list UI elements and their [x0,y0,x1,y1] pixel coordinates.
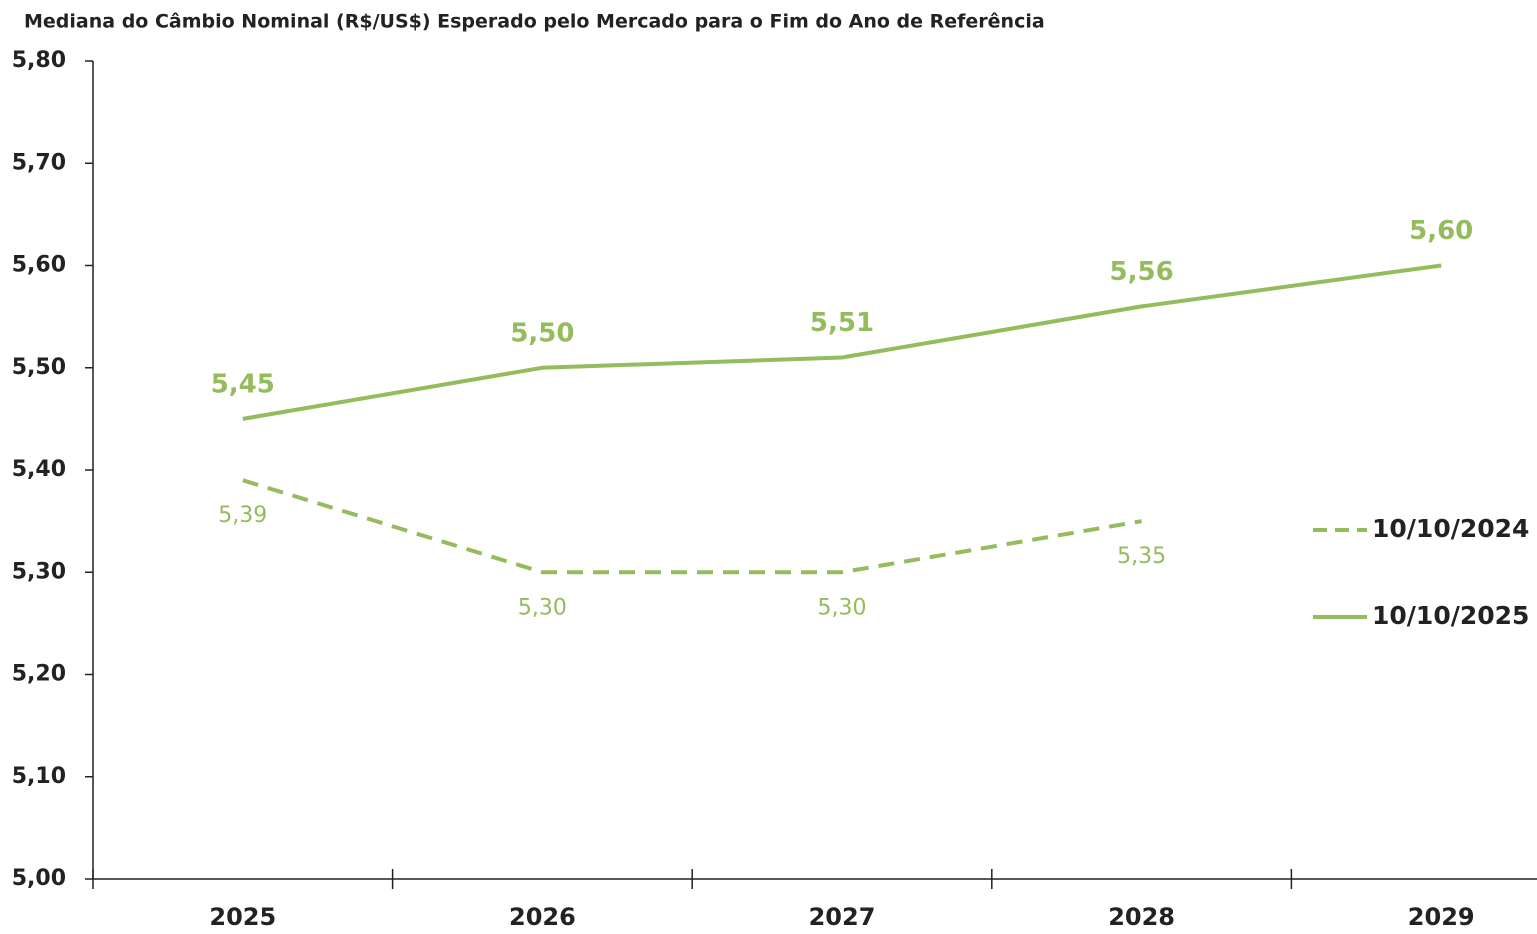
data-label: 5,60 [1409,216,1473,246]
data-label: 5,30 [518,595,567,620]
y-tick-label: 5,20 [12,662,66,687]
y-tick-label: 5,40 [12,457,66,482]
series-line [242,263,1442,421]
y-tick-label: 5,10 [12,764,66,789]
y-tick-label: 5,00 [12,866,66,891]
data-label: 5,56 [1110,257,1174,287]
data-label: 5,45 [211,369,275,399]
chart-title: Mediana do Câmbio Nominal (R$/US$) Esper… [24,11,1045,33]
y-tick-label: 5,30 [12,559,66,584]
x-tick-label: 2029 [1408,903,1475,931]
x-tick-label: 2026 [509,903,576,931]
data-label: 5,30 [818,595,867,620]
series-line [242,478,1142,575]
data-label: 5,39 [218,503,267,528]
data-label: 5,50 [510,318,574,348]
x-tick-label: 2025 [209,903,276,931]
y-tick-label: 5,60 [12,253,66,278]
y-tick-label: 5,50 [12,355,66,380]
data-label: 5,35 [1117,544,1166,569]
y-tick-label: 5,80 [12,48,66,73]
legend-label: 10/10/2025 [1372,601,1529,630]
legend-label: 10/10/2024 [1372,514,1529,543]
y-tick-label: 5,70 [12,150,66,175]
data-label: 5,51 [810,308,874,338]
x-tick-label: 2028 [1108,903,1175,931]
x-tick-label: 2027 [809,903,876,931]
